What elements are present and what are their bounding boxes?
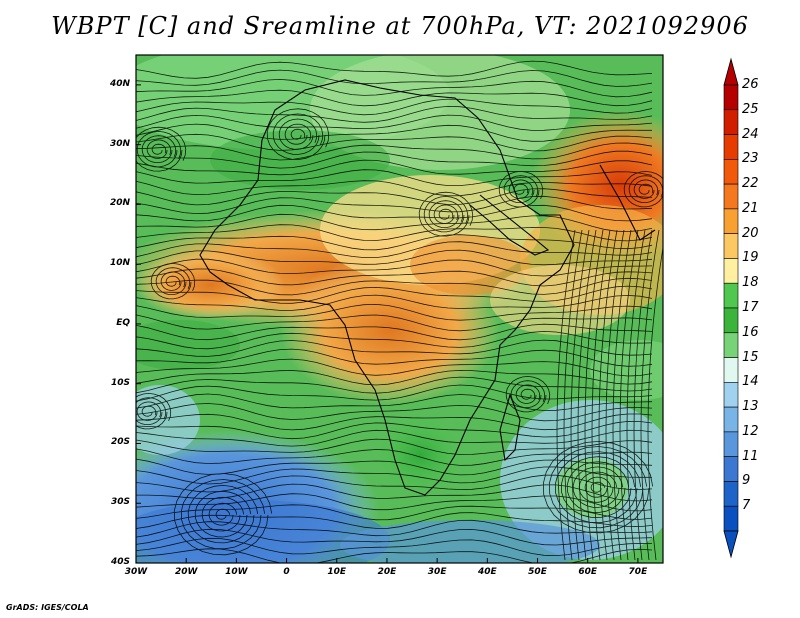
- wbpt-field: [136, 55, 663, 563]
- colorbar-swatch: [723, 183, 739, 210]
- colorbar-label: 16: [742, 324, 759, 340]
- colorbar-swatch: [723, 357, 739, 383]
- lat-tick-label: EQ: [116, 317, 130, 328]
- colorbar-label: 17: [742, 300, 759, 315]
- colorbar-min-arrow: [723, 530, 739, 559]
- colorbar-swatch: [723, 332, 739, 358]
- lon-tick-label: 30W: [124, 567, 148, 577]
- colorbar-label: 19: [742, 250, 759, 266]
- colorbar-swatch: [723, 456, 739, 482]
- colorbar-swatch: [723, 84, 739, 111]
- software-credit: GrADS: IGES/COLA: [6, 603, 89, 612]
- lat-tick-label: 30N: [109, 138, 130, 149]
- colorbar-swatch: [723, 382, 739, 408]
- colorbar-label: 23: [742, 151, 759, 167]
- lon-tick-label: 20W: [174, 567, 198, 577]
- colorbar-label: 24: [742, 126, 759, 142]
- lon-tick-label: 40E: [477, 567, 497, 577]
- lat-tick-label: 40S: [110, 557, 130, 567]
- lat-tick-label: 10S: [110, 377, 130, 388]
- lon-tick-label: 50E: [528, 567, 547, 577]
- colorbar-label: 14: [742, 374, 759, 390]
- colorbar-swatch: [723, 307, 739, 334]
- colorbar-label: 12: [742, 423, 759, 439]
- lon-tick-label: 60E: [578, 567, 598, 577]
- lat-tick-label: 30S: [110, 497, 130, 508]
- colorbar-label: 7: [742, 498, 751, 514]
- lon-tick-label: 10E: [327, 567, 347, 577]
- lat-tick-label: 40N: [109, 78, 130, 89]
- lon-tick-label: 30E: [427, 567, 447, 577]
- coastline: [199, 79, 656, 496]
- colorbar-swatch: [723, 134, 739, 160]
- colorbar-label: 9: [742, 473, 751, 489]
- colorbar-label: 18: [742, 275, 759, 291]
- colorbar-swatch: [723, 258, 739, 284]
- lon-tick-label: 0: [283, 567, 290, 577]
- lon-tick-label: 20E: [377, 567, 397, 577]
- colorbar-swatch: [723, 406, 739, 433]
- colorbar-swatch: [723, 233, 739, 259]
- lon-tick-label: 70E: [628, 567, 648, 577]
- map-frame: [135, 54, 664, 564]
- colorbar-swatch: [723, 505, 739, 532]
- lat-tick-label: 10N: [109, 258, 130, 269]
- lat-tick-label: 20S: [110, 437, 130, 448]
- colorbar-swatch: [723, 431, 739, 457]
- colorbar-max-arrow: [723, 57, 739, 86]
- colorbar-swatch: [723, 208, 739, 234]
- map-title: WBPT [C] and Sreamline at 700hPa, VT: 20…: [51, 12, 749, 40]
- colorbar-label: 21: [742, 200, 759, 216]
- colorbar: [723, 57, 739, 559]
- streamline-layer: [136, 60, 663, 563]
- colorbar-swatch: [723, 109, 739, 135]
- lat-tick-label: 20N: [109, 198, 130, 209]
- colorbar-swatch: [723, 159, 739, 185]
- lon-tick-label: 10W: [225, 567, 248, 577]
- colorbar-label: 11: [742, 448, 759, 464]
- colorbar-label: 26: [742, 77, 759, 92]
- colorbar-swatch: [723, 282, 739, 309]
- colorbar-label: 13: [742, 399, 759, 415]
- colorbar-swatch: [723, 481, 739, 507]
- colorbar-label: 15: [742, 349, 759, 365]
- colorbar-label: 22: [742, 176, 759, 192]
- colorbar-label: 20: [742, 225, 759, 241]
- colorbar-label: 25: [742, 101, 759, 117]
